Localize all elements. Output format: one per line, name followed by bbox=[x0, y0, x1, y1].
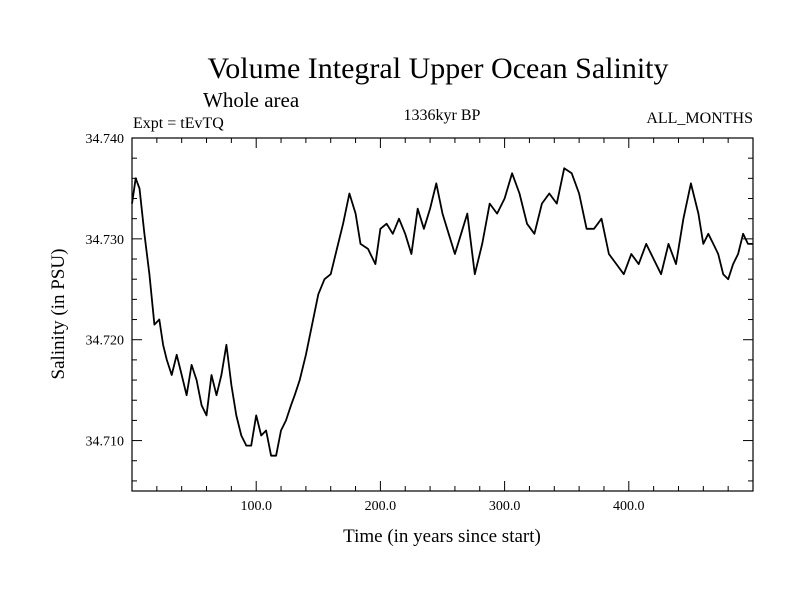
y-tick-label: 34.740 bbox=[86, 132, 125, 147]
x-tick-label: 300.0 bbox=[489, 499, 521, 514]
experiment-label: Expt = tEvTQ bbox=[133, 115, 224, 132]
plot-frame bbox=[131, 137, 754, 492]
series-line-salinity bbox=[131, 167, 753, 457]
x-tick-label: 200.0 bbox=[365, 499, 397, 514]
x-axis-label: Time (in years since start) bbox=[343, 526, 541, 547]
y-tick-label: 34.710 bbox=[86, 435, 125, 450]
chart-subtitle: Whole area bbox=[203, 88, 300, 112]
y-ticks: 34.710 34.720 34.730 34.740 bbox=[86, 132, 753, 482]
y-tick-label: 34.730 bbox=[86, 233, 125, 248]
chart-title: Volume Integral Upper Ocean Salinity bbox=[208, 52, 669, 85]
x-tick-label: 100.0 bbox=[240, 499, 272, 514]
period-label: 1336kyr BP bbox=[404, 107, 481, 124]
series-layer bbox=[131, 167, 753, 457]
x-ticks: 100.0 200.0 300.0 400.0 bbox=[156, 138, 729, 514]
months-label: ALL_MONTHS bbox=[646, 110, 753, 127]
x-tick-label: 400.0 bbox=[613, 499, 645, 514]
y-axis-label: Salinity (in PSU) bbox=[48, 249, 69, 380]
y-tick-label: 34.720 bbox=[86, 334, 125, 349]
